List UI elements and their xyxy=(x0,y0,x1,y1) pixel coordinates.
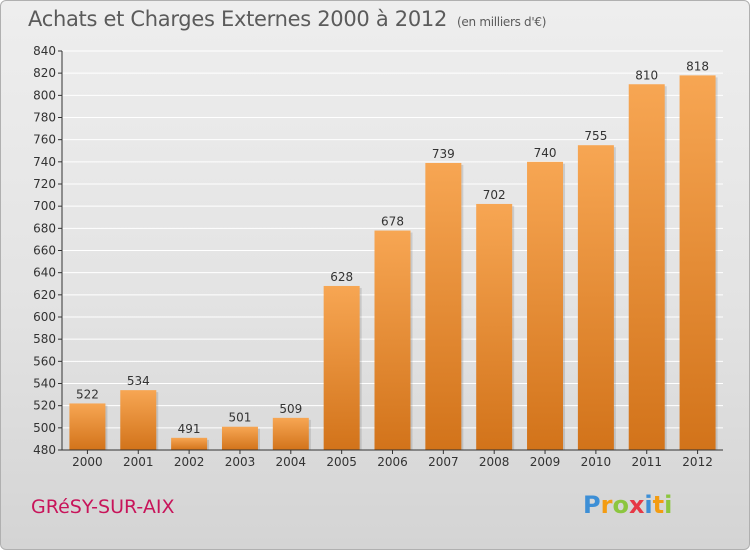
y-tick-label: 580 xyxy=(33,332,56,346)
data-label: 491 xyxy=(178,422,201,436)
y-tick-label: 780 xyxy=(33,111,56,125)
y-tick-label: 740 xyxy=(33,155,56,169)
data-label: 810 xyxy=(635,68,658,82)
data-label: 501 xyxy=(229,411,252,425)
bar-2011 xyxy=(628,84,665,450)
logo-letter: x xyxy=(628,491,645,519)
y-tick-label: 700 xyxy=(33,199,56,213)
data-label: 628 xyxy=(330,270,353,284)
y-tick-label: 840 xyxy=(33,44,56,58)
data-label: 509 xyxy=(279,402,302,416)
y-tick-label: 520 xyxy=(33,399,56,413)
chart-title: Achats et Charges Externes 2000 à 2012 (e… xyxy=(28,7,546,31)
bar-2009 xyxy=(527,161,564,451)
logo-letter: t xyxy=(652,491,665,519)
bars: 522 534 491 501 509 628 678 739 702 740 755 810 818 xyxy=(69,59,718,451)
logo-letter: i xyxy=(664,491,673,519)
bar-2001 xyxy=(120,390,157,450)
bar-2002 xyxy=(171,437,208,450)
x-tick-label: 2008 xyxy=(479,455,510,469)
axes: 480 500 520 540 560 580 600 620 640 660 680 700 720 7… xyxy=(33,44,723,469)
data-label: 818 xyxy=(686,59,709,73)
x-tick-label: 2003 xyxy=(225,455,256,469)
x-tick-label: 2001 xyxy=(123,455,154,469)
x-tick-label: 2012 xyxy=(682,455,713,469)
x-tick-label: 2007 xyxy=(428,455,459,469)
y-tick-label: 500 xyxy=(33,421,56,435)
data-label: 739 xyxy=(432,147,455,161)
logo-letter: o xyxy=(612,491,629,519)
x-tick-label: 2000 xyxy=(72,455,103,469)
y-tick-label: 640 xyxy=(33,266,56,280)
data-label: 534 xyxy=(127,374,150,388)
x-tick-label: 2006 xyxy=(377,455,408,469)
y-tick-label: 480 xyxy=(33,443,56,457)
y-tick-label: 800 xyxy=(33,88,56,102)
title-text: Achats et Charges Externes 2000 à 2012 xyxy=(28,7,448,31)
bar-2008 xyxy=(476,203,513,450)
logo-letter: i xyxy=(644,491,653,519)
data-label: 522 xyxy=(76,387,99,401)
y-tick-label: 560 xyxy=(33,354,56,368)
y-tick-label: 820 xyxy=(33,66,56,80)
y-tick-label: 620 xyxy=(33,288,56,302)
data-label: 678 xyxy=(381,215,404,229)
y-tick-label: 540 xyxy=(33,377,56,391)
data-label: 702 xyxy=(483,188,506,202)
x-tick-label: 2005 xyxy=(326,455,357,469)
y-tick-label: 680 xyxy=(33,221,56,235)
bar-2010 xyxy=(577,145,614,451)
bar-2004 xyxy=(272,417,309,450)
x-tick-label: 2004 xyxy=(276,455,307,469)
bar-2012 xyxy=(679,75,716,450)
proxiti-logo: Proxiti xyxy=(583,491,672,519)
data-label: 755 xyxy=(584,129,607,143)
y-tick-label: 760 xyxy=(33,133,56,147)
bar-2006 xyxy=(374,230,411,450)
x-tick-label: 2009 xyxy=(530,455,561,469)
bar-2007 xyxy=(425,162,462,451)
x-tick-label: 2010 xyxy=(581,455,612,469)
bar-2000 xyxy=(69,403,106,450)
city-name: GRéSY-SUR-AIX xyxy=(31,496,175,518)
logo-letter: P xyxy=(583,491,601,519)
x-tick-label: 2002 xyxy=(174,455,205,469)
logo-letter: r xyxy=(600,491,613,519)
data-label: 740 xyxy=(534,146,557,160)
y-tick-label: 720 xyxy=(33,177,56,191)
x-tick-label: 2011 xyxy=(631,455,662,469)
y-tick-label: 660 xyxy=(33,244,56,258)
y-tick-label: 600 xyxy=(33,310,56,324)
bar-2005 xyxy=(323,285,360,450)
bar-2003 xyxy=(221,426,258,450)
unit-label: (en milliers d'€) xyxy=(457,15,547,29)
